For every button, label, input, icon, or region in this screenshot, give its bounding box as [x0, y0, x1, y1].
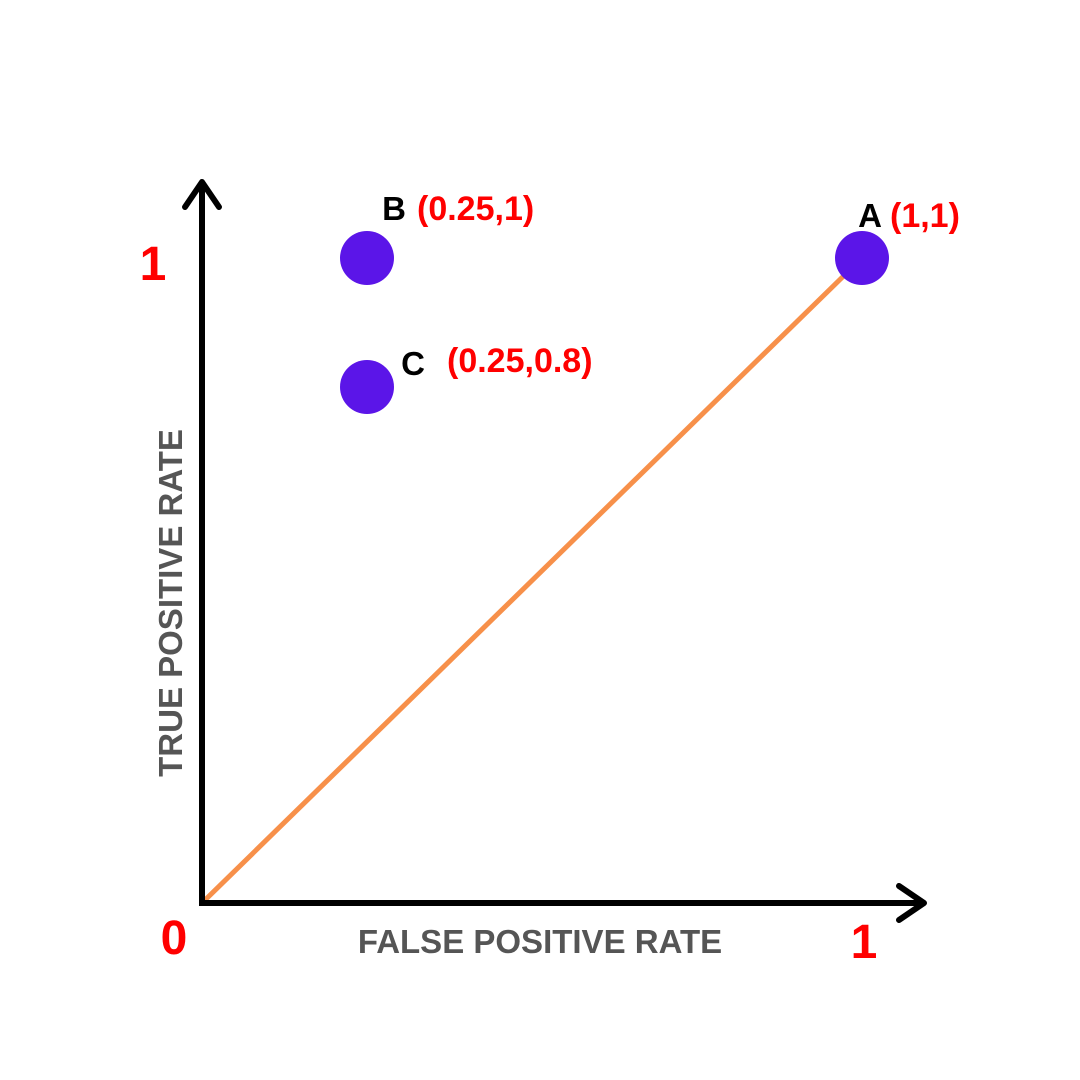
point-name-a: A	[858, 197, 882, 234]
reference-line-layer	[200, 256, 864, 905]
tick-label-origin: 0	[161, 912, 188, 965]
axes	[182, 179, 927, 923]
x-axis-arrowhead	[896, 883, 927, 923]
y-axis-title: TRUE POSITIVE RATE	[152, 429, 189, 777]
data-points-layer: A (1,1) B (0.25,1) C (0.25,0.8)	[340, 190, 960, 414]
point-coord-label-a: (1,1)	[890, 197, 960, 235]
tick-label-x-max: 1	[851, 916, 878, 969]
reference-diagonal-line	[200, 256, 864, 905]
point-name-c: C	[401, 345, 425, 382]
data-point-a	[835, 231, 889, 285]
tick-labels: 0 1 1	[140, 238, 878, 969]
y-axis-arrowhead	[182, 179, 222, 210]
x-axis-title: FALSE POSITIVE RATE	[358, 923, 722, 960]
point-name-b: B	[382, 190, 406, 227]
tick-label-y-max: 1	[140, 238, 167, 291]
data-point-b	[340, 231, 394, 285]
point-coord-label-b: (0.25,1)	[417, 190, 534, 228]
point-coord-label-c: (0.25,0.8)	[447, 342, 593, 380]
data-point-c	[340, 360, 394, 414]
